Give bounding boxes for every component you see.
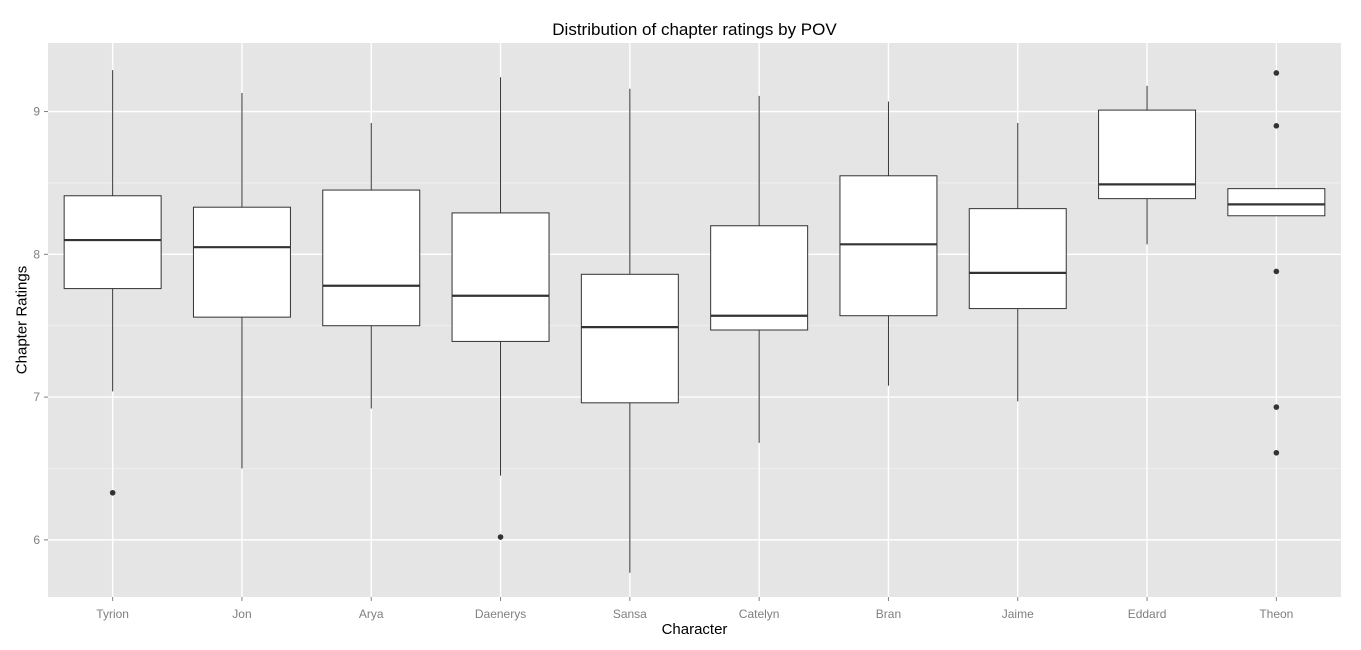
y-tick-label: 9 xyxy=(33,105,40,119)
x-tick-label: Jon xyxy=(232,607,251,621)
x-tick-label: Jaime xyxy=(1002,607,1034,621)
box-body xyxy=(580,273,679,404)
boxes-layer xyxy=(63,70,1326,573)
outlier-point xyxy=(1273,449,1280,456)
box-body xyxy=(839,175,938,317)
box-sansa xyxy=(580,88,679,573)
x-tick-label: Daenerys xyxy=(475,607,526,621)
box-arya xyxy=(322,122,421,409)
x-tick-label: Sansa xyxy=(613,607,647,621)
box-body xyxy=(1227,188,1326,217)
chart-title: Distribution of chapter ratings by POV xyxy=(552,20,837,39)
x-tick-label: Eddard xyxy=(1128,607,1167,621)
outlier-point xyxy=(497,534,504,540)
box-body xyxy=(192,206,291,318)
box-jon xyxy=(192,92,291,469)
y-tick-label: 8 xyxy=(33,247,40,261)
box-body xyxy=(322,189,421,327)
x-tick-label: Arya xyxy=(359,607,384,621)
x-tick-label: Theon xyxy=(1259,607,1293,621)
x-axis: Tyrion Jon Arya Daenerys Sansa Catelyn Bran Jai… xyxy=(96,597,1293,621)
x-axis-title: Character xyxy=(661,621,728,638)
box-daenerys xyxy=(451,77,550,540)
x-tick-label: Bran xyxy=(876,607,901,621)
box-jaime xyxy=(968,122,1067,402)
y-axis-title: Chapter Ratings xyxy=(13,265,31,375)
x-tick-label: Catelyn xyxy=(739,607,780,621)
box-body xyxy=(710,225,809,331)
box-tyrion xyxy=(63,70,162,496)
box-theon xyxy=(1227,70,1326,456)
outlier-point xyxy=(109,489,116,496)
box-body xyxy=(968,208,1067,310)
outlier-point xyxy=(1273,70,1280,76)
box-body xyxy=(451,212,550,342)
outlier-point xyxy=(1273,268,1280,275)
box-catelyn xyxy=(710,95,809,443)
x-tick-label: Tyrion xyxy=(96,607,129,621)
box-eddard xyxy=(1098,85,1197,245)
y-tick-label: 7 xyxy=(33,390,40,404)
outlier-point xyxy=(1273,404,1280,410)
box-body xyxy=(63,195,162,290)
y-axis: 6 7 8 9 xyxy=(33,105,48,547)
outlier-point xyxy=(1273,123,1280,129)
box-bran xyxy=(839,101,938,386)
y-tick-label: 6 xyxy=(33,533,40,547)
